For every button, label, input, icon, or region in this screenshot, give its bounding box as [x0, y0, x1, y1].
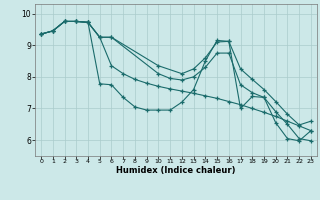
- X-axis label: Humidex (Indice chaleur): Humidex (Indice chaleur): [116, 166, 236, 175]
